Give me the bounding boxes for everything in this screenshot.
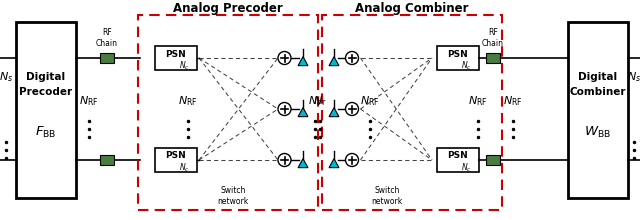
Text: PSN: PSN bbox=[166, 152, 186, 161]
Polygon shape bbox=[298, 57, 308, 66]
Bar bbox=[155, 46, 197, 70]
Text: $W_{\mathrm{BB}}$: $W_{\mathrm{BB}}$ bbox=[584, 125, 612, 139]
Polygon shape bbox=[329, 57, 339, 66]
Text: Switch
network: Switch network bbox=[218, 186, 248, 206]
Text: $N_{\mathrm{RF}}$: $N_{\mathrm{RF}}$ bbox=[503, 94, 523, 108]
Polygon shape bbox=[329, 108, 339, 117]
Polygon shape bbox=[298, 159, 308, 168]
Text: Precoder: Precoder bbox=[19, 87, 72, 97]
Text: $N_c$: $N_c$ bbox=[461, 60, 471, 72]
Bar bbox=[322, 15, 502, 210]
Text: $N_t$: $N_t$ bbox=[308, 94, 322, 108]
Text: $N_s$: $N_s$ bbox=[0, 70, 13, 84]
Bar bbox=[437, 46, 479, 70]
Circle shape bbox=[346, 51, 358, 64]
Text: $N_{\mathrm{RF}}$: $N_{\mathrm{RF}}$ bbox=[468, 94, 488, 108]
Bar bbox=[100, 155, 114, 165]
Text: Digital: Digital bbox=[579, 72, 618, 82]
Text: $N_c$: $N_c$ bbox=[461, 162, 471, 174]
Circle shape bbox=[278, 103, 291, 116]
Bar bbox=[138, 15, 318, 210]
Text: $N_{\mathrm{RF}}$: $N_{\mathrm{RF}}$ bbox=[79, 94, 99, 108]
Polygon shape bbox=[329, 159, 339, 168]
Text: $N_c$: $N_c$ bbox=[179, 60, 189, 72]
Text: $N_{\mathrm{RF}}$: $N_{\mathrm{RF}}$ bbox=[178, 94, 198, 108]
Circle shape bbox=[278, 154, 291, 167]
Circle shape bbox=[346, 154, 358, 167]
Text: $N_c$: $N_c$ bbox=[179, 162, 189, 174]
Text: PSN: PSN bbox=[447, 152, 468, 161]
Bar bbox=[100, 53, 114, 63]
Bar bbox=[568, 22, 628, 198]
Text: Analog Combiner: Analog Combiner bbox=[355, 2, 468, 15]
Text: Analog Precoder: Analog Precoder bbox=[173, 2, 283, 15]
Text: PSN: PSN bbox=[166, 50, 186, 59]
Bar bbox=[155, 148, 197, 172]
Text: Combiner: Combiner bbox=[570, 87, 627, 97]
Text: $N_{\mathrm{r}}$: $N_{\mathrm{r}}$ bbox=[313, 94, 327, 108]
Bar bbox=[486, 155, 500, 165]
Text: PSN: PSN bbox=[447, 50, 468, 59]
Bar bbox=[437, 148, 479, 172]
Text: $N_s$: $N_s$ bbox=[627, 70, 640, 84]
Circle shape bbox=[278, 51, 291, 64]
Text: $F_{\mathrm{BB}}$: $F_{\mathrm{BB}}$ bbox=[35, 125, 57, 139]
Text: RF
Chain: RF Chain bbox=[96, 28, 118, 48]
Bar bbox=[486, 53, 500, 63]
Text: RF
Chain: RF Chain bbox=[482, 28, 504, 48]
Bar bbox=[16, 22, 76, 198]
Text: Switch
network: Switch network bbox=[371, 186, 403, 206]
Text: Digital: Digital bbox=[26, 72, 65, 82]
Text: $N_{\mathrm{RF}}$: $N_{\mathrm{RF}}$ bbox=[360, 94, 380, 108]
Circle shape bbox=[346, 103, 358, 116]
Polygon shape bbox=[298, 108, 308, 117]
